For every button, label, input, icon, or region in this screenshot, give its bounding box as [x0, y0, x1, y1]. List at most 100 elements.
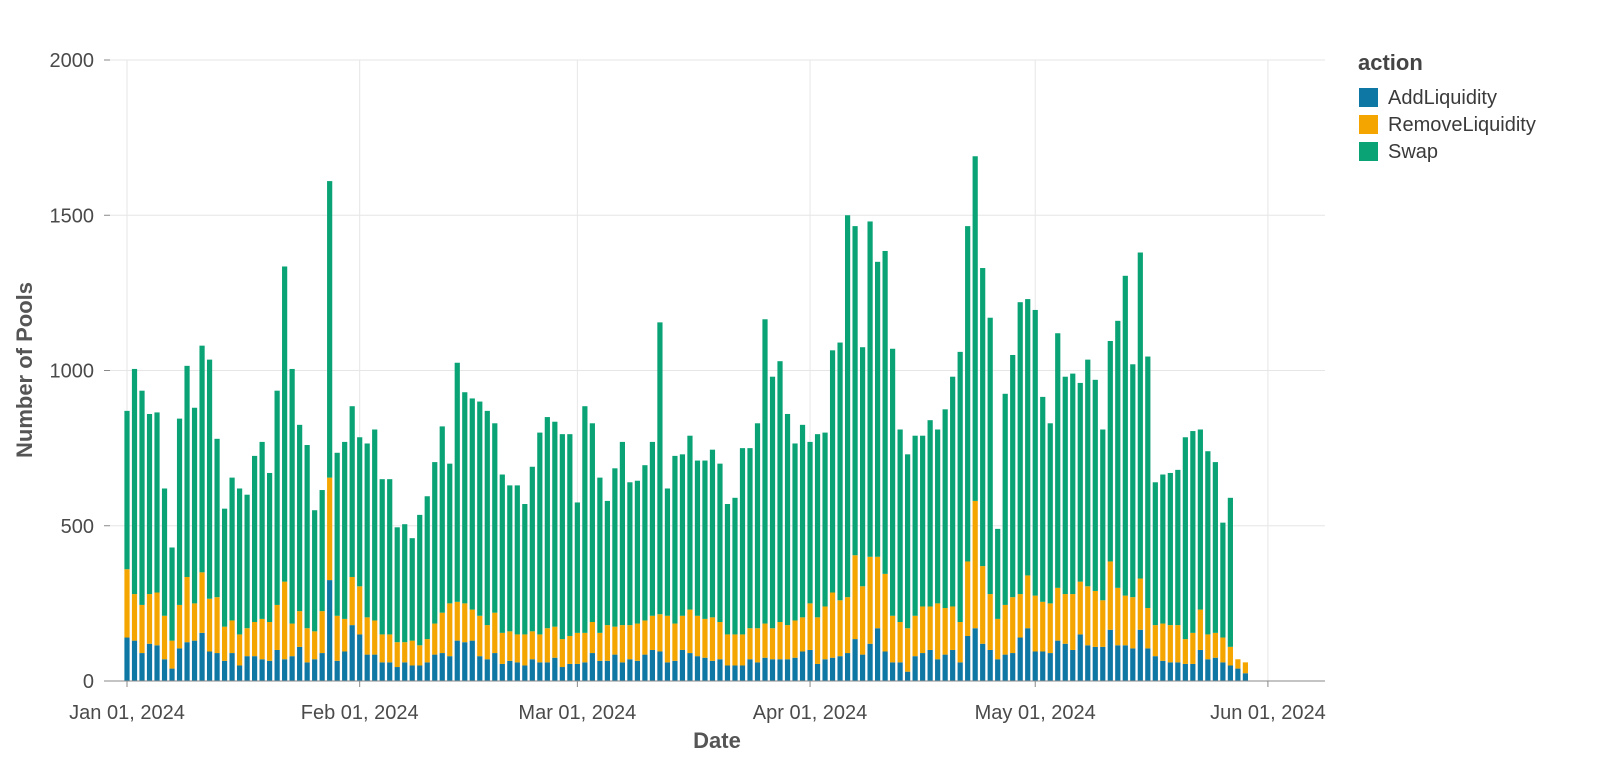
bar-removeliquidity: [1152, 625, 1158, 657]
bar-removeliquidity: [747, 628, 753, 660]
bar-swap: [927, 420, 933, 607]
bar-swap: [792, 443, 798, 621]
bar-addliquidity: [417, 665, 423, 681]
bar-swap: [897, 429, 903, 623]
bar-removeliquidity: [229, 620, 235, 654]
bar-swap: [1062, 376, 1068, 595]
y-tick-label: 1000: [50, 361, 95, 383]
bar-addliquidity: [552, 657, 558, 681]
bar-addliquidity: [972, 628, 978, 681]
bar-swap: [514, 485, 520, 635]
bar-swap: [447, 463, 453, 604]
bar-swap: [1002, 393, 1008, 605]
bar-addliquidity: [259, 659, 265, 681]
bar-removeliquidity: [957, 622, 963, 663]
bar-addliquidity: [1152, 656, 1158, 681]
bar-swap: [507, 485, 513, 632]
bar-addliquidity: [447, 656, 453, 681]
bar-addliquidity: [1055, 640, 1061, 681]
bar-swap: [837, 342, 843, 601]
bar-swap: [1152, 482, 1158, 626]
bar-removeliquidity: [364, 617, 370, 655]
legend-swatch: [1359, 142, 1378, 161]
legend-items: AddLiquidity RemoveLiquidity Swap: [1359, 87, 1536, 163]
bar-addliquidity: [1145, 648, 1151, 681]
bar-removeliquidity: [612, 626, 618, 655]
bar-removeliquidity: [1160, 623, 1166, 661]
bar-removeliquidity: [372, 620, 378, 655]
bar-removeliquidity: [236, 634, 243, 666]
bar-addliquidity: [236, 665, 243, 681]
bar-addliquidity: [327, 580, 333, 681]
bar-addliquidity: [897, 662, 903, 681]
bar-removeliquidity: [574, 632, 580, 664]
bar-addliquidity: [965, 635, 971, 681]
bar-addliquidity: [642, 654, 648, 681]
bar-addliquidity: [987, 649, 993, 681]
legend-label: AddLiquidity: [1388, 87, 1497, 109]
bar-swap: [1122, 275, 1128, 596]
bar-swap: [724, 504, 731, 635]
bar-removeliquidity: [627, 625, 633, 660]
bar-swap: [844, 215, 851, 598]
bar-addliquidity: [837, 656, 843, 681]
bar-addliquidity: [709, 660, 716, 681]
bar-removeliquidity: [694, 615, 701, 657]
bar-removeliquidity: [454, 601, 460, 641]
bar-addliquidity: [717, 659, 723, 681]
bar-addliquidity: [905, 671, 911, 681]
bar-swap: [199, 345, 205, 573]
bar-swap: [492, 423, 498, 613]
bar-addliquidity: [844, 653, 851, 681]
bar-addliquidity: [1040, 651, 1046, 681]
bar-swap: [469, 398, 475, 610]
bar-removeliquidity: [927, 606, 933, 650]
bar-addliquidity: [206, 651, 213, 681]
bar-removeliquidity: [890, 615, 896, 663]
bar-removeliquidity: [1182, 639, 1188, 664]
bar-addliquidity: [372, 654, 378, 681]
bar-removeliquidity: [739, 634, 746, 666]
bar-removeliquidity: [844, 597, 851, 654]
bar-addliquidity: [537, 662, 543, 681]
bar-removeliquidity: [297, 611, 303, 647]
bar-swap: [1017, 302, 1023, 595]
bar-swap: [537, 432, 543, 635]
bar-addliquidity: [1182, 663, 1188, 681]
bar-addliquidity: [387, 662, 393, 681]
bar-addliquidity: [627, 659, 633, 681]
bar-removeliquidity: [1205, 634, 1211, 660]
bar-addliquidity: [394, 667, 400, 681]
legend-label: Swap: [1388, 141, 1438, 163]
bar-swap: [672, 455, 678, 624]
bar-addliquidity: [154, 645, 160, 681]
bar-swap: [679, 454, 686, 616]
bar-addliquidity: [131, 640, 138, 681]
bar-removeliquidity: [499, 632, 505, 664]
bar-removeliquidity: [477, 615, 483, 657]
bar-removeliquidity: [972, 500, 978, 629]
bar-removeliquidity: [259, 618, 265, 660]
bar-swap: [1032, 309, 1038, 596]
bar-swap: [777, 361, 783, 623]
bar-removeliquidity: [807, 603, 813, 650]
bar-addliquidity: [672, 660, 678, 681]
bar-swap: [274, 390, 280, 605]
bar-swap: [784, 413, 791, 626]
bar-removeliquidity: [244, 628, 250, 657]
bar-removeliquidity: [221, 626, 228, 661]
bar-swap: [1070, 373, 1076, 595]
bar-swap: [950, 376, 956, 607]
bar-swap: [1040, 396, 1046, 602]
bar-addliquidity: [1190, 663, 1196, 681]
bar-swap: [987, 317, 993, 595]
bar-swap: [799, 424, 806, 618]
x-tick-label: Apr 01, 2024: [753, 702, 868, 724]
bar-removeliquidity: [1100, 600, 1106, 647]
bar-addliquidity: [477, 656, 483, 681]
bar-addliquidity: [1025, 628, 1031, 681]
bar-swap: [139, 390, 145, 605]
bar-addliquidity: [282, 659, 288, 681]
bar-addliquidity: [507, 660, 513, 681]
bar-removeliquidity: [905, 628, 911, 672]
